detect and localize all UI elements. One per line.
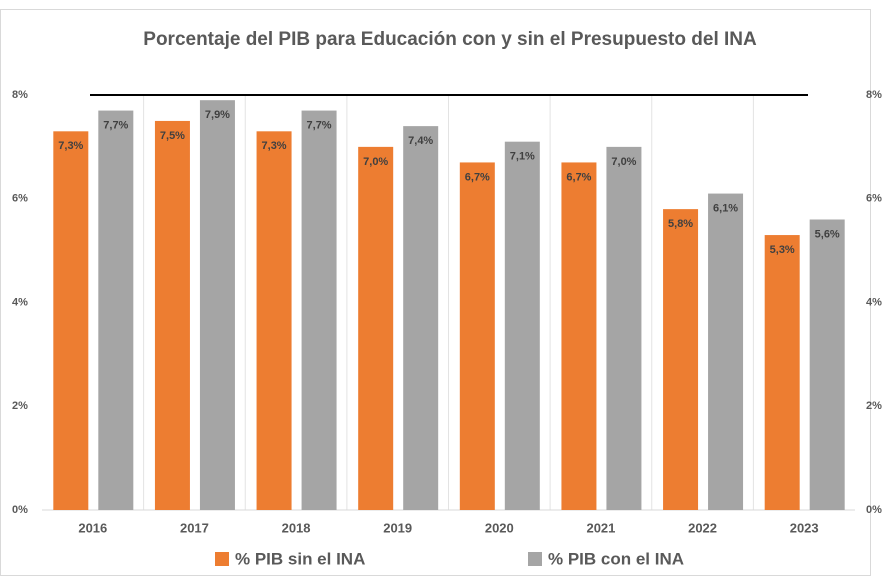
chart-title: Porcentaje del PIB para Educación con y … <box>143 29 757 50</box>
value-label: 7,9% <box>205 109 230 121</box>
value-label: 7,0% <box>363 156 388 168</box>
value-label: 7,5% <box>160 130 185 142</box>
bar <box>606 146 642 510</box>
y2-tick-label: 8% <box>866 89 882 101</box>
bar <box>708 193 744 510</box>
bar <box>504 141 540 510</box>
bar <box>403 126 439 510</box>
legend-label: % PIB sin el INA <box>235 549 365 568</box>
x-tick-label: 2018 <box>282 520 311 535</box>
value-label: 7,7% <box>103 119 128 131</box>
x-tick-label: 2020 <box>485 520 514 535</box>
value-label: 6,7% <box>465 171 490 183</box>
chart-border <box>0 9 871 576</box>
legend-label: % PIB con el INA <box>548 549 684 568</box>
value-label: 7,3% <box>58 140 83 152</box>
value-label: 7,7% <box>307 119 332 131</box>
x-tick-label: 2022 <box>688 520 717 535</box>
x-tick-label: 2023 <box>790 520 819 535</box>
value-label: 7,4% <box>408 135 433 147</box>
bar <box>809 219 845 510</box>
x-tick-label: 2017 <box>180 520 209 535</box>
value-label: 6,1% <box>713 202 738 214</box>
value-label: 7,3% <box>262 140 287 152</box>
y-tick-label: 6% <box>12 193 28 205</box>
y-tick-label: 8% <box>12 89 28 101</box>
x-tick-label: 2021 <box>586 520 615 535</box>
bar <box>663 209 699 510</box>
value-label: 5,6% <box>815 228 840 240</box>
y2-tick-label: 2% <box>866 400 882 412</box>
bar <box>199 100 235 510</box>
legend-swatch <box>215 552 229 566</box>
y-tick-label: 2% <box>12 400 28 412</box>
x-tick-label: 2019 <box>383 520 412 535</box>
bar <box>53 131 89 510</box>
bar <box>459 162 495 510</box>
bar <box>256 131 292 510</box>
value-label: 6,7% <box>566 171 591 183</box>
bar <box>358 146 394 510</box>
value-label: 7,1% <box>510 151 535 163</box>
bar <box>98 110 134 510</box>
value-label: 5,3% <box>770 244 795 256</box>
bar <box>764 235 800 510</box>
legend-swatch <box>528 552 542 566</box>
value-label: 7,0% <box>611 156 636 168</box>
bar <box>561 162 597 510</box>
y2-tick-label: 6% <box>866 193 882 205</box>
y-tick-label: 0% <box>12 504 28 516</box>
y2-tick-label: 4% <box>866 296 882 308</box>
bar <box>154 120 190 510</box>
x-tick-label: 2016 <box>78 520 107 535</box>
bar <box>301 110 337 510</box>
y2-tick-label: 0% <box>866 504 882 516</box>
y-tick-label: 4% <box>12 296 28 308</box>
value-label: 5,8% <box>668 218 693 230</box>
